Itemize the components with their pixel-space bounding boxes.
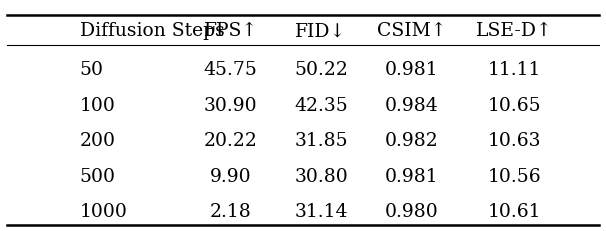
Text: 30.90: 30.90 [204,96,258,114]
Text: 10.56: 10.56 [487,167,541,185]
Text: 10.61: 10.61 [487,202,541,220]
Text: LSE-D↑: LSE-D↑ [476,22,553,40]
Text: 42.35: 42.35 [295,96,348,114]
Text: FPS↑: FPS↑ [204,22,258,40]
Text: 10.65: 10.65 [487,96,541,114]
Text: 31.85: 31.85 [295,132,348,149]
Text: 0.980: 0.980 [385,202,439,220]
Text: 50.22: 50.22 [294,61,348,79]
Text: 0.984: 0.984 [385,96,439,114]
Text: 0.981: 0.981 [385,61,438,79]
Text: 20.22: 20.22 [204,132,258,149]
Text: 50: 50 [80,61,104,79]
Text: 1000: 1000 [80,202,128,220]
Text: 11.11: 11.11 [487,61,541,79]
Text: 200: 200 [80,132,116,149]
Text: 0.982: 0.982 [385,132,439,149]
Text: CSIM↑: CSIM↑ [377,22,447,40]
Text: 9.90: 9.90 [210,167,251,185]
Text: 10.63: 10.63 [487,132,541,149]
Text: 100: 100 [80,96,116,114]
Text: 30.80: 30.80 [295,167,348,185]
Text: 45.75: 45.75 [204,61,258,79]
Text: 0.981: 0.981 [385,167,438,185]
Text: FID↓: FID↓ [296,22,347,40]
Text: 2.18: 2.18 [210,202,251,220]
Text: Diffusion Steps: Diffusion Steps [80,22,225,40]
Text: 500: 500 [80,167,116,185]
Text: 31.14: 31.14 [295,202,348,220]
